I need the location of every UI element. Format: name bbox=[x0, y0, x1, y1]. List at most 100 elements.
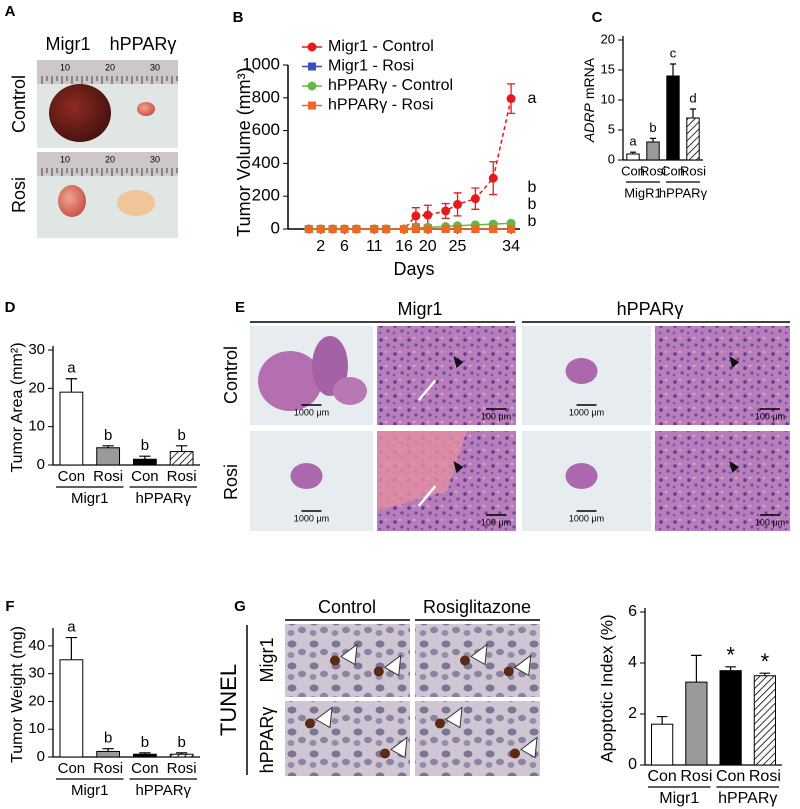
ruler-label: 10 bbox=[60, 62, 70, 72]
significance-letter: b bbox=[528, 196, 537, 213]
significance-label: * bbox=[726, 643, 735, 668]
apoptotic-cell bbox=[305, 718, 315, 729]
y-tick-label: 20 bbox=[601, 31, 615, 46]
significance-label: b bbox=[177, 427, 185, 444]
x-tick-label: Rosi bbox=[680, 768, 712, 785]
data-point bbox=[507, 225, 516, 233]
series-line bbox=[308, 222, 512, 230]
ruler-label: 30 bbox=[150, 154, 160, 164]
bar bbox=[753, 675, 776, 766]
panel-label: F bbox=[5, 598, 14, 615]
y-tick-label: 0 bbox=[271, 218, 280, 237]
row-label: Rosi bbox=[221, 464, 241, 500]
error-bar bbox=[691, 654, 702, 683]
histology-image bbox=[655, 431, 790, 531]
tumor bbox=[117, 190, 155, 216]
arrowhead bbox=[470, 643, 488, 666]
apoptotic-cell bbox=[510, 748, 520, 759]
bar bbox=[132, 753, 157, 758]
legend-label: Migr1 - Control bbox=[328, 38, 434, 55]
error-bar bbox=[139, 455, 151, 460]
x-tick-label: Con bbox=[131, 760, 159, 777]
x-tick-label: 6 bbox=[340, 238, 349, 255]
x-tick-label: Con bbox=[647, 768, 676, 785]
panel-label: A bbox=[5, 3, 16, 20]
legend-label: hPPARγ - Control bbox=[328, 77, 453, 94]
ruler bbox=[37, 60, 178, 84]
group-label: hPPARγ bbox=[659, 185, 708, 200]
legend-label: hPPARγ - Rosi bbox=[328, 97, 434, 114]
data-point bbox=[382, 225, 391, 233]
scale-label: 100 μm bbox=[755, 517, 785, 527]
row-label: Rosi bbox=[9, 177, 29, 213]
legend-marker bbox=[307, 42, 317, 52]
panel-label: B bbox=[233, 9, 244, 26]
scale-label: 1000 μm bbox=[569, 513, 604, 523]
y-tick-label: 800 bbox=[252, 87, 280, 106]
apoptotic-cell bbox=[503, 666, 514, 677]
row-label: hPPARγ bbox=[257, 707, 277, 774]
y-tick-label: 15 bbox=[601, 61, 615, 76]
scale-label: 1000 μm bbox=[569, 407, 604, 417]
significance-label: b bbox=[104, 427, 112, 444]
group-label: hPPARγ bbox=[135, 782, 191, 799]
ruler bbox=[37, 152, 178, 176]
apoptotic-cell bbox=[380, 748, 390, 759]
y-axis-label-text: mRNA bbox=[581, 57, 597, 99]
significance-label: a bbox=[67, 360, 76, 377]
data-point bbox=[470, 194, 480, 204]
significance-label: b bbox=[141, 734, 149, 751]
panel-label: C bbox=[592, 9, 603, 26]
significance-letter: b bbox=[528, 179, 537, 196]
arrowhead bbox=[340, 643, 358, 666]
data-point bbox=[304, 225, 313, 233]
error-bar bbox=[65, 378, 78, 393]
scale-label: 100 μm bbox=[755, 411, 785, 421]
stain-label: TUNEL bbox=[216, 664, 241, 736]
tissue bbox=[565, 463, 598, 489]
significance-label: a bbox=[67, 619, 76, 636]
error-bar bbox=[656, 715, 668, 725]
x-tick-label: 11 bbox=[366, 238, 383, 255]
bar bbox=[666, 75, 680, 161]
error-bar bbox=[649, 137, 657, 142]
error-bar bbox=[725, 666, 736, 671]
bar bbox=[59, 391, 84, 466]
bar bbox=[685, 681, 708, 766]
group-label: Migr1 bbox=[71, 782, 109, 799]
row-label: Migr1 bbox=[257, 637, 277, 682]
ruler-label: 10 bbox=[60, 154, 70, 164]
bar bbox=[686, 117, 700, 161]
y-tick-label: 600 bbox=[252, 120, 280, 139]
significance-label: b bbox=[649, 120, 656, 135]
bar bbox=[169, 753, 194, 758]
tissue bbox=[565, 358, 598, 384]
y-axis-label: Tumor Volume (mm³) bbox=[234, 67, 254, 236]
tunel-image bbox=[285, 701, 410, 776]
x-tick-label: Con bbox=[58, 468, 86, 485]
data-point bbox=[352, 225, 361, 233]
bar bbox=[132, 458, 157, 466]
column-label: Migr1 bbox=[45, 34, 90, 54]
arrow bbox=[417, 379, 437, 402]
y-axis-label: Tumor Weight (mg) bbox=[9, 626, 26, 763]
tumor bbox=[58, 185, 86, 217]
ruler-label: 30 bbox=[150, 62, 160, 72]
y-tick-label: 0 bbox=[37, 748, 45, 765]
bar bbox=[626, 153, 640, 161]
y-tick-label: 10 bbox=[28, 720, 45, 737]
data-point bbox=[488, 173, 498, 183]
ruler-label: 20 bbox=[105, 154, 115, 164]
data-point bbox=[489, 225, 498, 233]
group-label: Migr1 bbox=[659, 790, 699, 807]
bar bbox=[96, 447, 121, 466]
x-tick-label: Rosi bbox=[93, 760, 123, 777]
data-point bbox=[423, 210, 433, 220]
data-point bbox=[328, 225, 337, 233]
data-point bbox=[423, 225, 432, 233]
x-tick-label: Rosi bbox=[167, 468, 197, 485]
y-tick-label: 10 bbox=[28, 418, 45, 435]
y-tick-label: 30 bbox=[28, 665, 45, 682]
